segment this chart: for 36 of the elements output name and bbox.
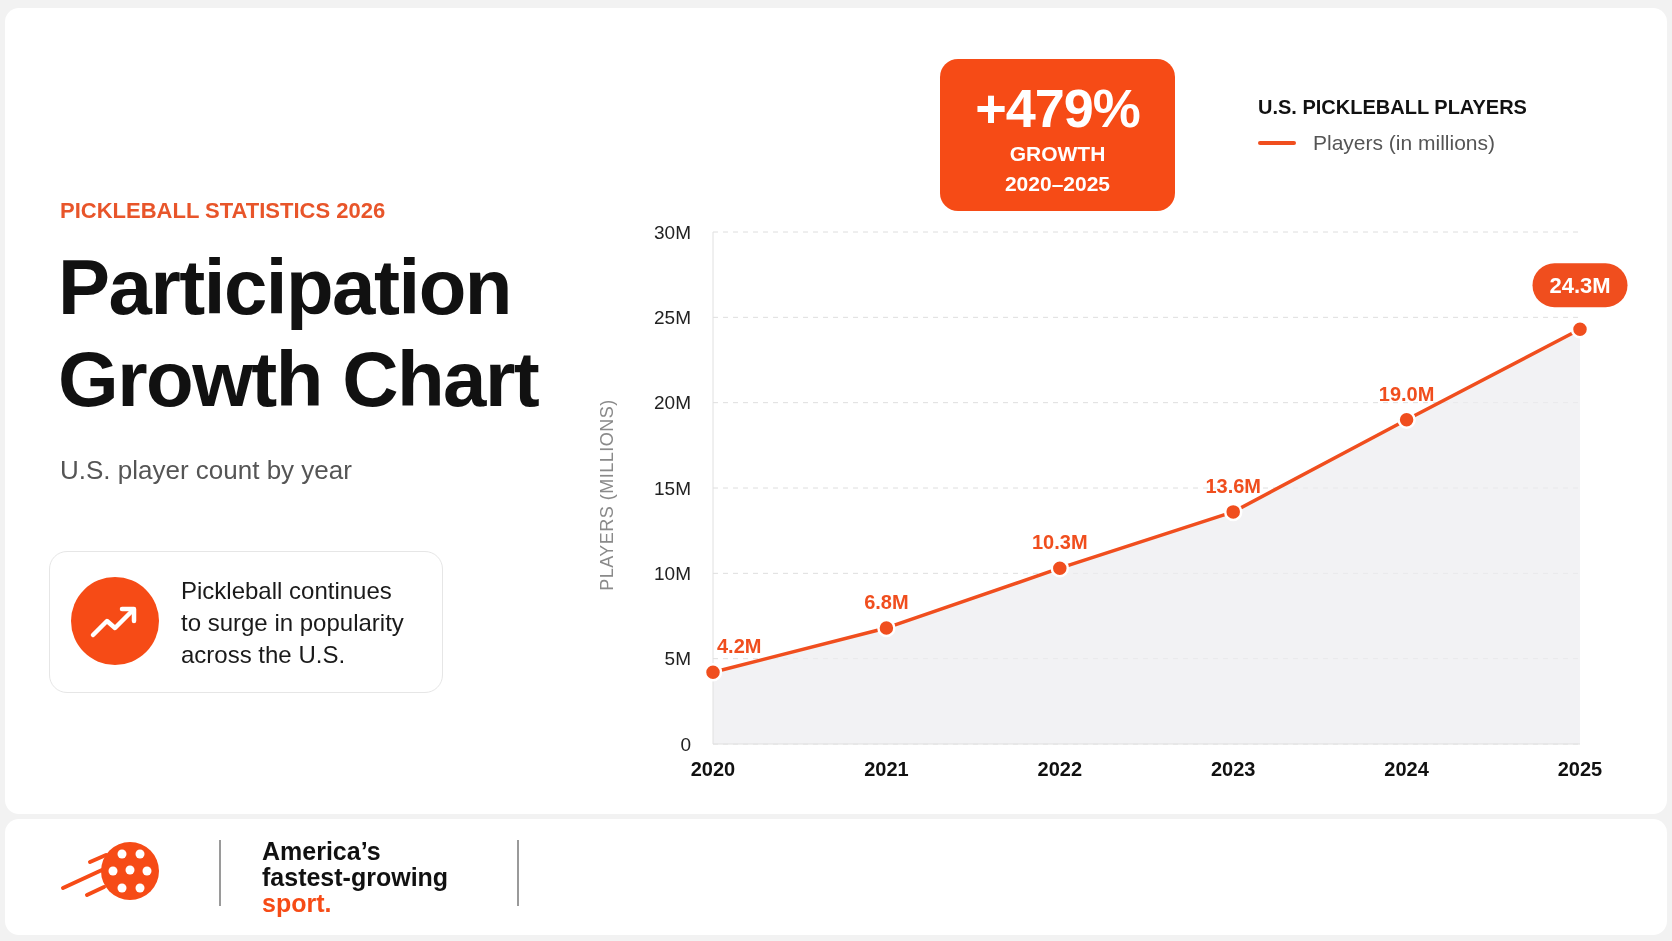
y-tick-label: 30M [654,221,691,243]
x-tick-label: 2022 [1037,758,1083,781]
text: GROWTH [1009,141,1106,167]
y-tick-label: 10M [654,563,691,585]
text: Pickleball continues to surge in popularity across the U.S. [181,576,405,670]
point [1223,502,1243,522]
y-tick-label: 0 [680,733,691,755]
x-tick-label: 2024 [1384,758,1430,781]
y-axis-title: PLAYERS (MILLIONS) [596,399,618,591]
y-tick-label: 5M [664,648,691,670]
data-label: 4.2M [717,635,762,658]
x-tick-label: 2021 [864,758,909,781]
point [877,618,896,638]
x-tick-label: 2020 [690,758,736,781]
text: sport. [262,889,332,917]
data-label: 24.3M [1549,272,1611,298]
text: U.S. player count by year [60,455,352,486]
text: +479% [975,77,1140,139]
legend-title: U.S. PICKLEBALL PLAYERS [1258,96,1527,119]
text: Participation Growth Chart [58,242,540,425]
point [703,663,723,682]
point [1570,320,1590,339]
data-label: 10.3M [1032,531,1088,554]
data-label: 13.6M [1205,474,1261,497]
text: PICKLEBALL STATISTICS 2026 [60,198,386,224]
y-tick-label: 20M [654,392,691,414]
data-label: 6.8M [864,590,909,613]
y-tick-label: 25M [654,307,691,329]
point [1050,558,1070,578]
data-label: 19.0M [1378,382,1435,405]
text: 2020–2025 [1004,171,1111,197]
x-tick-label: 2023 [1210,758,1256,781]
text: America’s fastest-growing [262,837,450,891]
y-tick-label: 15M [654,477,691,499]
legend-label: Players (in millions) [1313,131,1496,155]
x-tick-label: 2025 [1557,758,1603,781]
